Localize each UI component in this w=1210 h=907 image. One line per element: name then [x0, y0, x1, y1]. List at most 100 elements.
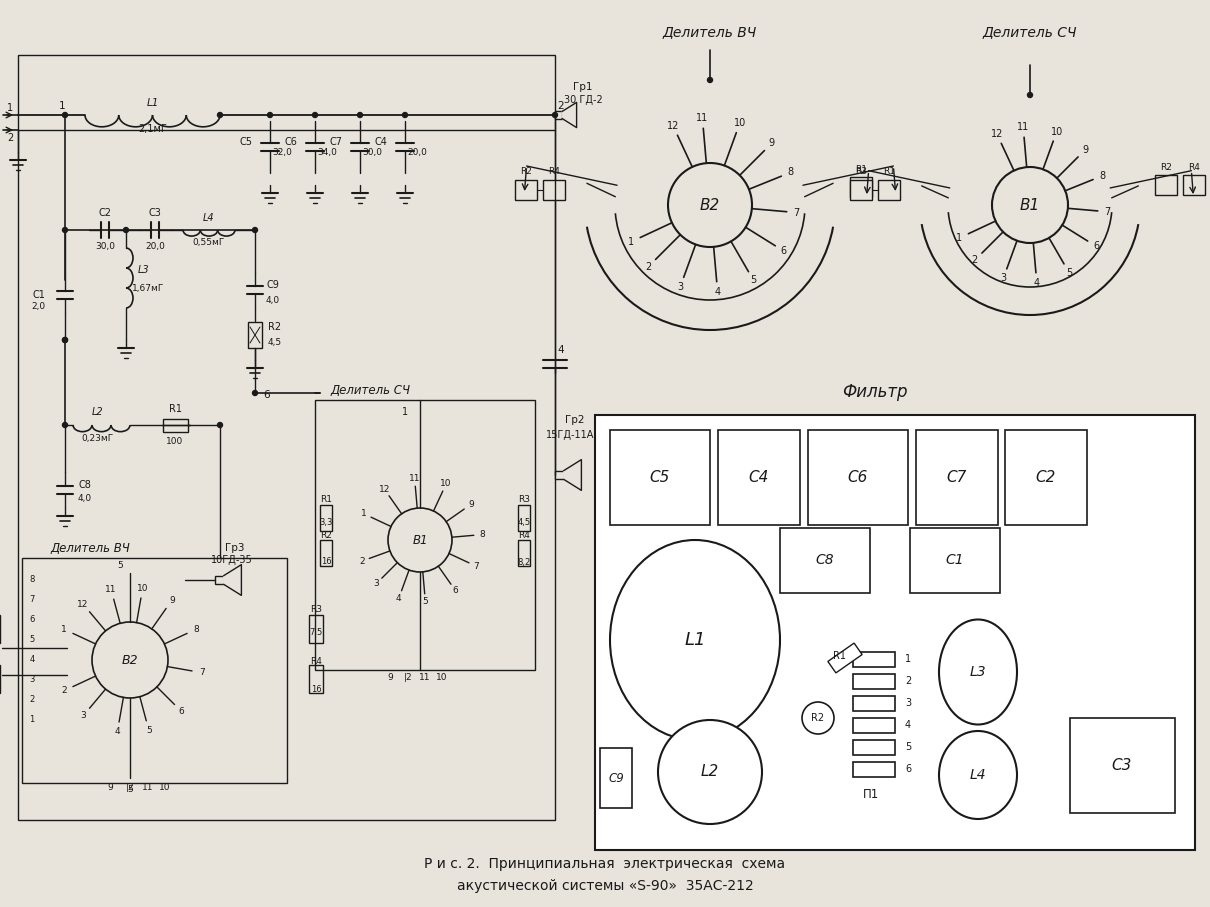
Bar — [853, 674, 895, 689]
Text: Делитель ВЧ: Делитель ВЧ — [50, 541, 129, 554]
Text: 2: 2 — [359, 557, 364, 566]
Text: 4: 4 — [715, 287, 721, 297]
Text: 7: 7 — [794, 208, 800, 218]
Text: 9: 9 — [387, 674, 393, 682]
Text: 1: 1 — [7, 103, 13, 113]
Text: 6: 6 — [29, 616, 35, 625]
Text: R4: R4 — [310, 658, 322, 667]
Text: C6: C6 — [284, 137, 296, 147]
Text: 8: 8 — [788, 168, 794, 178]
Text: C8: C8 — [816, 553, 835, 567]
Bar — [1183, 175, 1205, 195]
Text: 4: 4 — [115, 727, 120, 736]
Text: 11: 11 — [143, 784, 154, 793]
Text: C2: C2 — [98, 208, 111, 218]
Text: 11: 11 — [105, 585, 117, 594]
Text: C5: C5 — [650, 470, 670, 485]
Text: 2: 2 — [29, 696, 35, 705]
Text: 11: 11 — [1018, 122, 1030, 132]
Circle shape — [92, 622, 168, 698]
Bar — [853, 718, 895, 733]
Text: 3: 3 — [373, 580, 379, 589]
Text: R1: R1 — [168, 404, 182, 414]
Text: C7: C7 — [946, 470, 967, 485]
Text: 5: 5 — [146, 726, 151, 735]
Text: Делитель ВЧ: Делитель ВЧ — [663, 25, 757, 39]
Circle shape — [357, 112, 363, 118]
Circle shape — [802, 702, 834, 734]
Bar — [163, 419, 188, 432]
Text: C5: C5 — [240, 137, 252, 147]
Text: 4,5: 4,5 — [518, 518, 530, 526]
Ellipse shape — [939, 619, 1016, 725]
Text: B2: B2 — [122, 654, 138, 667]
Circle shape — [63, 228, 68, 232]
Bar — [849, 177, 872, 197]
Text: 9: 9 — [1082, 145, 1088, 155]
Bar — [780, 528, 870, 593]
Text: 6: 6 — [264, 390, 270, 400]
Text: 2,0: 2,0 — [31, 303, 45, 311]
Text: 6: 6 — [780, 246, 786, 256]
Circle shape — [63, 112, 68, 118]
Text: C3: C3 — [1112, 757, 1133, 773]
Text: 10: 10 — [137, 583, 149, 592]
Bar — [878, 180, 900, 200]
Text: 1: 1 — [361, 510, 367, 518]
Text: 0,23мГ: 0,23мГ — [81, 434, 114, 443]
Bar — [543, 180, 565, 200]
Text: L3: L3 — [969, 665, 986, 679]
Text: 1: 1 — [905, 654, 911, 664]
Text: 1,67мГ: 1,67мГ — [132, 284, 165, 292]
Text: L2: L2 — [92, 407, 103, 417]
Circle shape — [63, 337, 68, 343]
Text: Делитель СЧ: Делитель СЧ — [983, 25, 1077, 39]
Text: 12: 12 — [667, 122, 680, 132]
Text: R3: R3 — [310, 606, 322, 615]
Text: L1: L1 — [146, 98, 159, 108]
Bar — [910, 528, 999, 593]
Text: 7: 7 — [29, 596, 35, 604]
Circle shape — [668, 163, 751, 247]
Text: B1: B1 — [413, 533, 428, 547]
Text: |2: |2 — [404, 674, 413, 682]
Text: 11: 11 — [419, 674, 431, 682]
Text: 30 ГД-2: 30 ГД-2 — [564, 95, 603, 105]
Bar — [600, 748, 632, 808]
Text: B2: B2 — [699, 198, 720, 212]
Bar — [518, 505, 530, 531]
Text: 3: 3 — [29, 676, 35, 685]
Text: 2: 2 — [645, 261, 652, 271]
Text: 4: 4 — [396, 594, 402, 603]
Text: 15ГД-11А: 15ГД-11А — [546, 430, 594, 440]
Bar — [309, 615, 323, 643]
Text: 5: 5 — [422, 598, 428, 606]
Text: 1: 1 — [60, 625, 67, 634]
Text: 12: 12 — [379, 484, 390, 493]
Text: 4: 4 — [1033, 278, 1039, 288]
Text: C1: C1 — [33, 290, 45, 300]
Bar — [555, 112, 563, 119]
Circle shape — [403, 112, 408, 118]
Text: Гр3: Гр3 — [225, 543, 244, 553]
Text: 16: 16 — [321, 558, 332, 567]
Text: 10: 10 — [160, 784, 171, 793]
Bar — [853, 762, 895, 777]
Text: C9: C9 — [609, 772, 624, 785]
Text: B1: B1 — [1020, 198, 1041, 212]
Text: 4,0: 4,0 — [266, 296, 280, 305]
Bar — [248, 322, 263, 348]
Text: Делитель СЧ: Делитель СЧ — [330, 384, 410, 396]
Bar — [610, 430, 710, 525]
Text: 34,0: 34,0 — [317, 149, 336, 158]
Text: C9: C9 — [266, 280, 280, 290]
Text: 9: 9 — [468, 500, 473, 509]
Text: 10: 10 — [1050, 127, 1062, 137]
Text: C4: C4 — [374, 137, 387, 147]
Text: 5: 5 — [905, 742, 911, 752]
Circle shape — [218, 423, 223, 427]
Polygon shape — [563, 102, 577, 128]
Text: 9: 9 — [768, 139, 774, 149]
Ellipse shape — [610, 540, 780, 740]
Text: C1: C1 — [946, 553, 964, 567]
